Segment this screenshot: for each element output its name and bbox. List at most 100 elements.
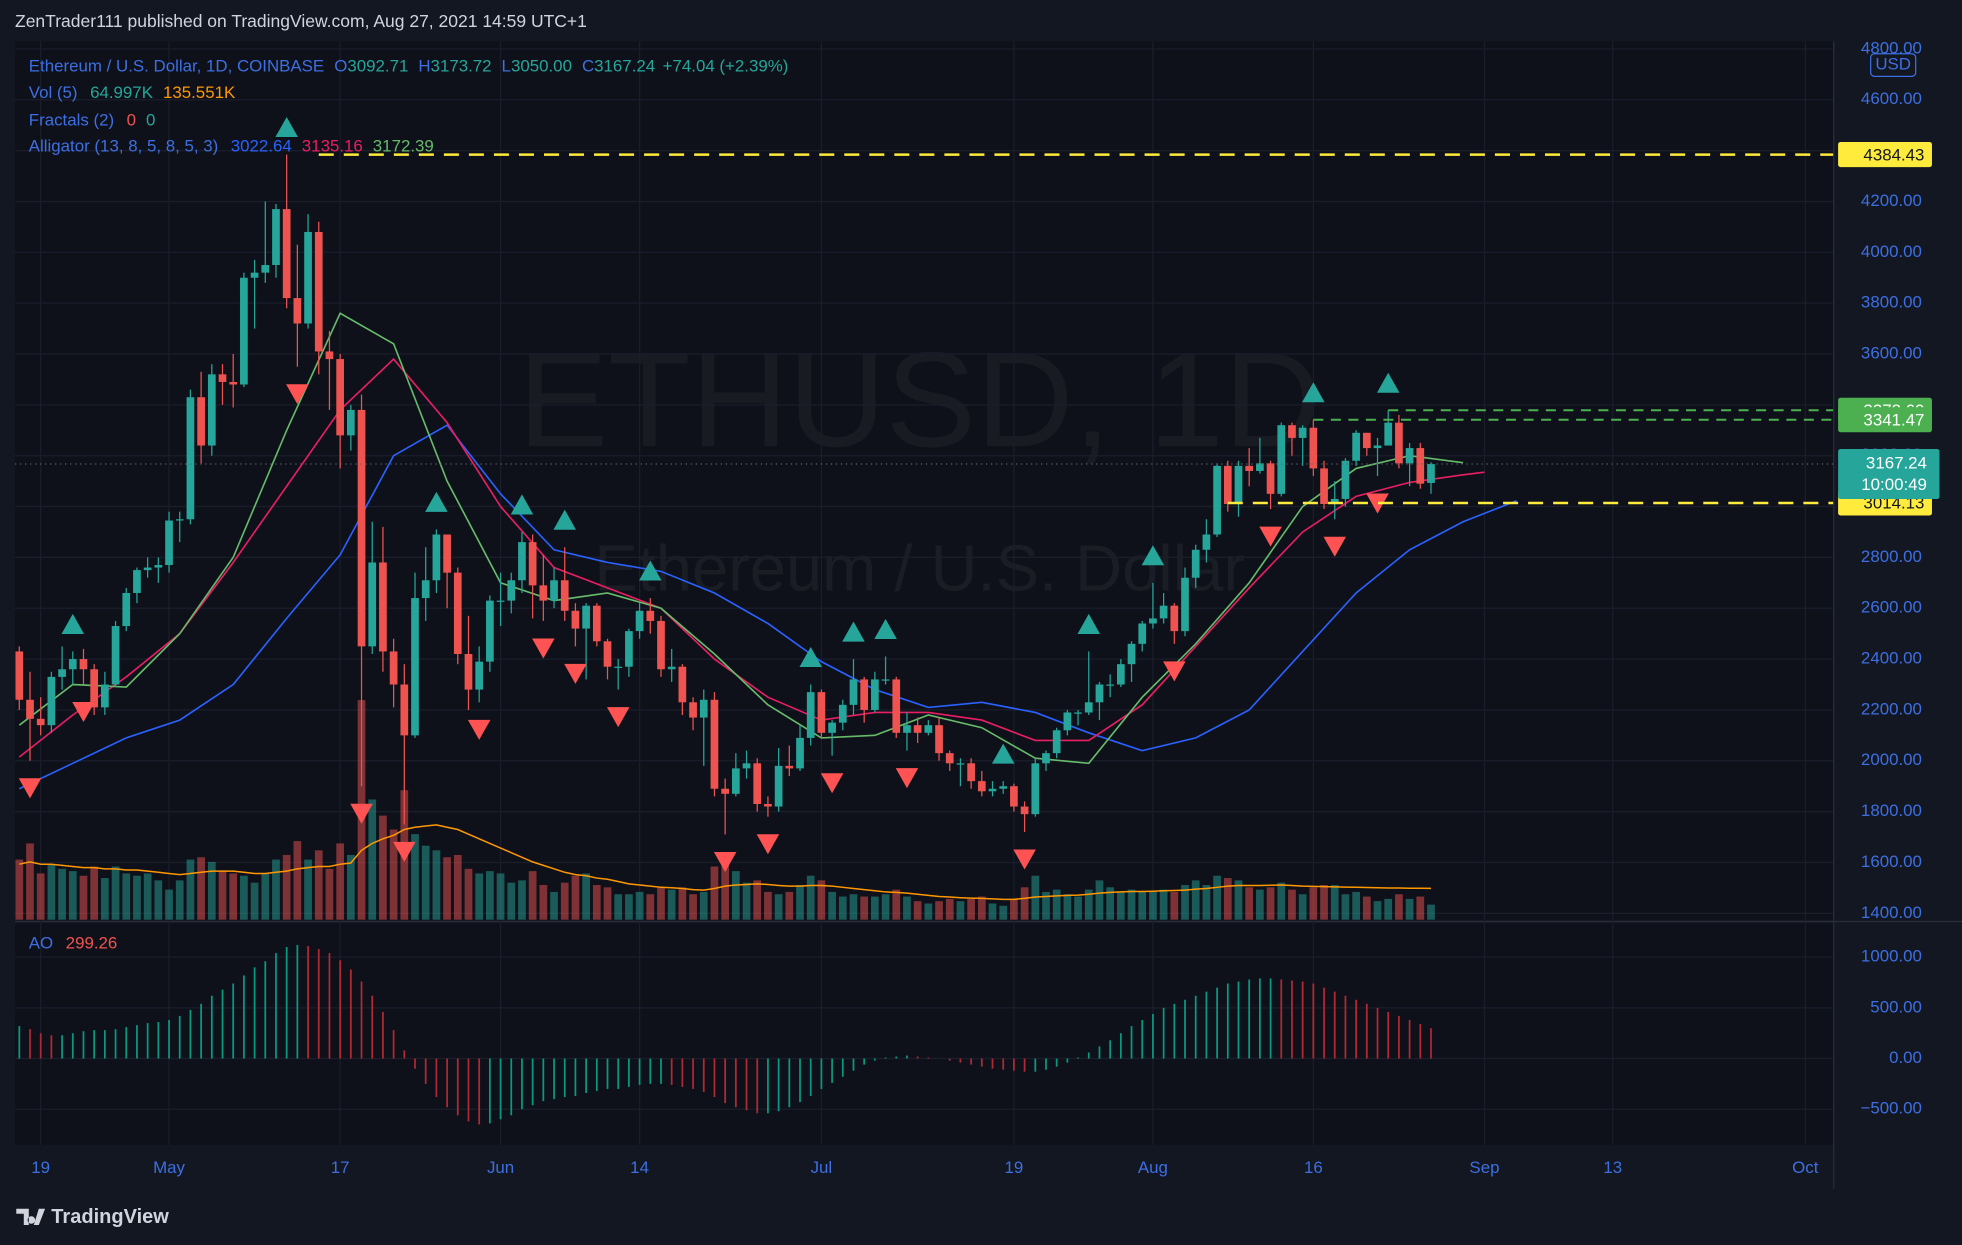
- volume-bar: [806, 875, 815, 920]
- volume-bar: [207, 861, 216, 920]
- candle-body: [26, 699, 34, 719]
- x-tick-label: 13: [1603, 1158, 1622, 1177]
- volume-bar: [1330, 885, 1339, 920]
- y-tick-label: 2200.00: [1861, 699, 1922, 718]
- volume-bar: [314, 850, 323, 920]
- volume-bar: [945, 898, 954, 920]
- currency: USD: [1875, 55, 1911, 74]
- candle-body: [486, 600, 494, 662]
- candle-body: [710, 699, 719, 789]
- logo-mark: [16, 1208, 46, 1225]
- candle-body: [240, 277, 248, 385]
- candle-body: [860, 679, 869, 710]
- candle-body: [550, 580, 558, 601]
- candle-body: [785, 765, 794, 769]
- fractal-up: [874, 619, 897, 640]
- volume-bar: [603, 887, 612, 920]
- y-tick-label: 1400.00: [1861, 903, 1922, 922]
- volume-bar: [122, 873, 131, 920]
- legend-line: Ethereum / U.S. Dollar, 1D, COINBASE O309…: [29, 57, 789, 76]
- volume-bar: [1042, 891, 1050, 920]
- level-tag-label: 3341.47: [1863, 410, 1924, 429]
- fractal-down: [895, 768, 919, 789]
- volume-bar: [1266, 887, 1275, 920]
- volume-bar: [721, 859, 729, 920]
- candle-body: [892, 679, 901, 733]
- fractal-down: [467, 719, 491, 740]
- legend-item: Alligator (13, 8, 5, 8, 5, 3): [29, 137, 218, 156]
- fractal-down: [1259, 526, 1282, 547]
- candle-body: [1074, 712, 1082, 714]
- candle-body: [272, 209, 280, 266]
- volume-bar: [1020, 887, 1029, 920]
- candle-body: [528, 542, 537, 586]
- volume-bar: [1373, 901, 1382, 920]
- volume-bar: [1170, 891, 1179, 920]
- volume-bar: [411, 834, 419, 920]
- candle-body: [175, 519, 184, 521]
- volume-bar: [903, 896, 911, 920]
- volume-bar: [699, 891, 708, 920]
- candle-body: [1245, 465, 1254, 471]
- candle-body: [603, 641, 612, 667]
- candle-body: [646, 610, 655, 621]
- volume-bar: [592, 885, 601, 920]
- last-price-tag: [1838, 449, 1940, 500]
- volume-bar: [785, 891, 794, 920]
- volume-bar: [175, 880, 184, 920]
- volume-bar: [1202, 885, 1211, 920]
- legend-item: 64.997K: [90, 83, 154, 102]
- candle-body: [1159, 605, 1168, 619]
- volume-bar: [731, 871, 740, 920]
- volume-bar: [1063, 894, 1072, 920]
- legend-item: Fractals (2): [29, 111, 114, 130]
- candle-body: [1373, 445, 1382, 449]
- candle-body: [913, 725, 922, 733]
- candle-body: [838, 704, 847, 723]
- fractal-up: [275, 117, 298, 138]
- candle-body: [122, 592, 131, 627]
- volume-bar: [753, 880, 762, 920]
- candle-body: [1095, 684, 1104, 703]
- volume-bar: [486, 871, 494, 920]
- legend-item: 135.551K: [163, 83, 236, 102]
- volume-bar: [443, 857, 451, 920]
- fractal-up: [61, 613, 85, 634]
- candle-body: [47, 676, 56, 726]
- candle-body: [817, 692, 826, 733]
- volume-bar: [90, 866, 99, 920]
- volume-bar: [1309, 887, 1318, 920]
- candle-body: [1181, 577, 1189, 632]
- x-tick-label: Oct: [1792, 1158, 1819, 1177]
- candle-body: [325, 351, 334, 360]
- candle-body: [1234, 465, 1243, 504]
- fractal-down: [350, 803, 373, 824]
- fractal-down: [1013, 849, 1036, 870]
- candle-body: [15, 651, 24, 700]
- candle-body: [111, 626, 120, 685]
- volume-bar: [892, 889, 901, 920]
- ao-tick-label: 1000.00: [1861, 947, 1922, 966]
- volume-bar: [379, 815, 387, 920]
- candle-body: [657, 620, 665, 670]
- ao-tick-label: 0.00: [1889, 1048, 1922, 1067]
- candle-body: [464, 653, 473, 690]
- volume-bar: [614, 894, 623, 920]
- fractal-down: [820, 773, 844, 794]
- volume-bar: [1181, 885, 1189, 920]
- candle-body: [1427, 464, 1435, 483]
- y-tick-label: 2800.00: [1861, 547, 1922, 566]
- candle-body: [539, 585, 548, 601]
- volume-bar: [881, 894, 890, 920]
- fractal-up: [425, 491, 448, 512]
- candle-body: [1298, 427, 1307, 438]
- candle-body: [229, 381, 238, 385]
- volume-bar: [1052, 889, 1061, 920]
- volume-bar: [967, 898, 975, 920]
- candle-body: [314, 231, 323, 352]
- candle-body: [518, 542, 526, 581]
- legend-item: +74.04 (+2.39%): [663, 57, 789, 76]
- candle-body: [36, 718, 45, 726]
- legend-item: 3050.00: [511, 57, 572, 76]
- candle-body: [250, 272, 259, 278]
